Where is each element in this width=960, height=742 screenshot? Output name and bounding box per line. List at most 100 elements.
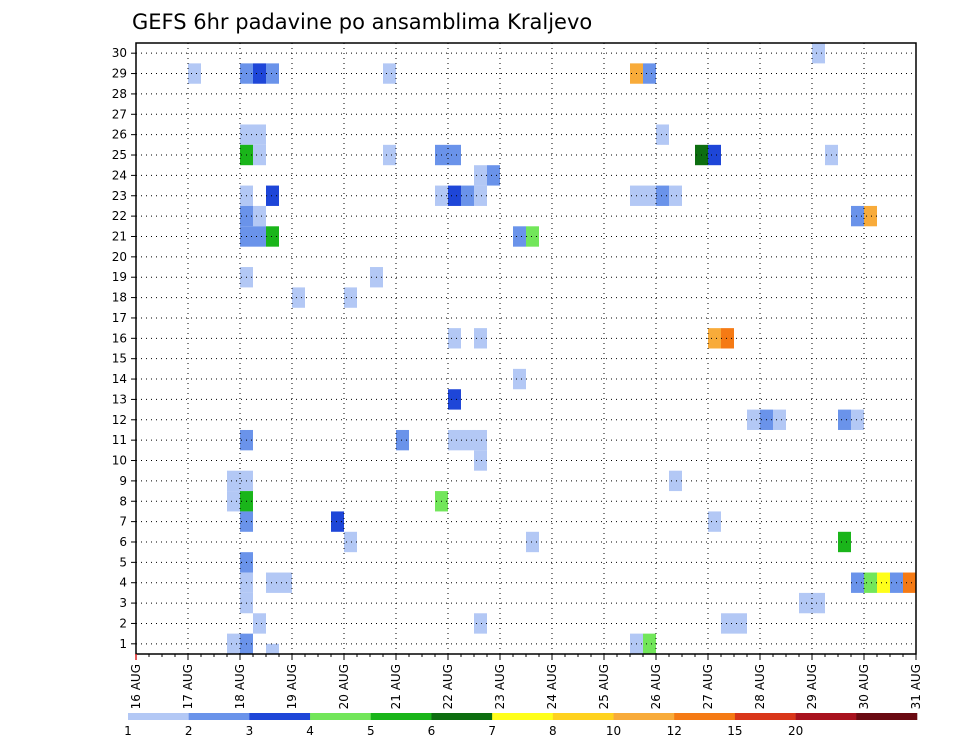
- x-tick-label: 26 AUG: [649, 664, 663, 709]
- y-tick-label: 4: [119, 576, 127, 590]
- heatmap-cell: [266, 572, 279, 593]
- y-tick-label: 14: [112, 372, 127, 386]
- colorbar-swatch: [370, 713, 432, 720]
- heatmap-cell: [812, 43, 825, 64]
- heatmap-cell: [851, 409, 864, 430]
- x-tick-label: 28 AUG: [753, 664, 767, 709]
- heatmap-cell: [656, 124, 669, 145]
- heatmap-cell: [253, 613, 266, 634]
- colorbar-label: 8: [549, 724, 557, 738]
- heatmap-cell: [812, 592, 825, 614]
- colorbar-swatch: [613, 713, 675, 720]
- x-tick-label: 23 AUG: [493, 664, 507, 709]
- heatmap-cell: [708, 144, 721, 166]
- heatmap-cell: [799, 592, 812, 614]
- plot-area: 1234567891011121314151617181920212223242…: [112, 42, 923, 709]
- y-tick-label: 21: [112, 229, 127, 243]
- heatmap-cell: [513, 226, 526, 247]
- heatmap-cell: [383, 63, 396, 84]
- y-tick-label: 19: [112, 270, 127, 284]
- heatmap-cell: [643, 633, 656, 654]
- colorbar-label: 3: [246, 724, 254, 738]
- heatmap-cell: [227, 643, 240, 654]
- x-tick-label: 16 AUG: [129, 664, 143, 709]
- y-tick-label: 6: [119, 535, 127, 549]
- colorbar-swatch: [795, 713, 857, 720]
- heatmap-cell: [448, 185, 461, 206]
- colorbar-label: 4: [306, 724, 314, 738]
- heatmap-cell: [253, 144, 266, 166]
- heatmap-cell: [526, 531, 539, 553]
- heatmap-cell: [448, 389, 461, 410]
- y-tick-label: 12: [112, 413, 127, 427]
- y-tick-label: 2: [119, 616, 127, 630]
- y-tick-label: 26: [112, 128, 127, 142]
- heatmap-cell: [669, 185, 682, 206]
- heatmap-cell: [526, 226, 539, 247]
- y-tick-label: 18: [112, 291, 127, 305]
- colorbar-swatch: [734, 713, 796, 720]
- heatmap-cell: [838, 531, 851, 553]
- heatmap-cell: [266, 185, 279, 206]
- heatmap-cell: [253, 226, 266, 247]
- y-tick-label: 5: [119, 555, 127, 569]
- heatmap-cell: [773, 409, 786, 430]
- chart-title: GEFS 6hr padavine po ansamblima Kraljevo: [132, 10, 592, 34]
- heatmap-cell: [188, 63, 201, 84]
- y-tick-label: 28: [112, 87, 127, 101]
- y-tick-label: 1: [119, 637, 127, 651]
- heatmap-cell: [721, 328, 734, 349]
- colorbar-swatch: [552, 713, 614, 720]
- heatmap-cell: [747, 409, 760, 430]
- heatmap-cell: [643, 63, 656, 84]
- x-tick-label: 20 AUG: [337, 664, 351, 709]
- colorbar-label: 12: [667, 724, 682, 738]
- colorbar-swatch: [310, 713, 372, 720]
- heatmap-cell: [669, 470, 682, 492]
- heatmap-cell: [448, 144, 461, 166]
- y-tick-label: 22: [112, 209, 127, 223]
- x-tick-label: 31 AUG: [909, 664, 923, 709]
- x-tick-label: 25 AUG: [597, 664, 611, 709]
- colorbar-swatch: [674, 713, 736, 720]
- y-tick-label: 7: [119, 515, 127, 529]
- heatmap-cell: [643, 185, 656, 206]
- heatmap-cell: [266, 643, 279, 654]
- colorbar-label: 6: [428, 724, 436, 738]
- heatmap-cell: [864, 205, 877, 227]
- heatmap-cell: [474, 185, 487, 206]
- colorbar-label: 2: [185, 724, 193, 738]
- colorbar-swatch: [128, 713, 189, 720]
- heatmap-cell: [474, 429, 487, 451]
- heatmap-cell: [838, 409, 851, 430]
- colorbar-swatch: [249, 713, 311, 720]
- x-tick-label: 29 AUG: [805, 664, 819, 709]
- colorbar-label: 15: [727, 724, 742, 738]
- colorbar-label: 5: [367, 724, 375, 738]
- y-tick-label: 15: [112, 352, 127, 366]
- x-tick-label: 18 AUG: [233, 664, 247, 709]
- heatmap-cell: [344, 531, 357, 553]
- x-tick-label: 24 AUG: [545, 664, 559, 709]
- heatmap-cell: [266, 63, 279, 84]
- y-tick-label: 24: [112, 168, 127, 182]
- heatmap-cell: [474, 450, 487, 471]
- heatmap-cell: [721, 613, 734, 634]
- x-tick-label: 22 AUG: [441, 664, 455, 709]
- colorbar-swatch: [431, 713, 493, 720]
- heatmap-cell: [461, 429, 474, 451]
- colorbar-legend: 1 2 3 4 5 6 7 8 10 12 15 20: [124, 713, 918, 738]
- heatmap-cell: [331, 511, 344, 532]
- x-tick-label: 21 AUG: [389, 664, 403, 709]
- heatmap-cell: [253, 63, 266, 84]
- y-tick-label: 13: [112, 392, 127, 406]
- x-tick-label: 30 AUG: [857, 664, 871, 709]
- colorbar-label: 1: [124, 724, 132, 738]
- colorbar-label: 7: [488, 724, 496, 738]
- y-tick-label: 17: [112, 311, 127, 325]
- heatmap-cell: [708, 328, 721, 349]
- colorbar-label: 20: [788, 724, 803, 738]
- heatmap-cell: [851, 205, 864, 227]
- heatmap-cell: [903, 572, 916, 593]
